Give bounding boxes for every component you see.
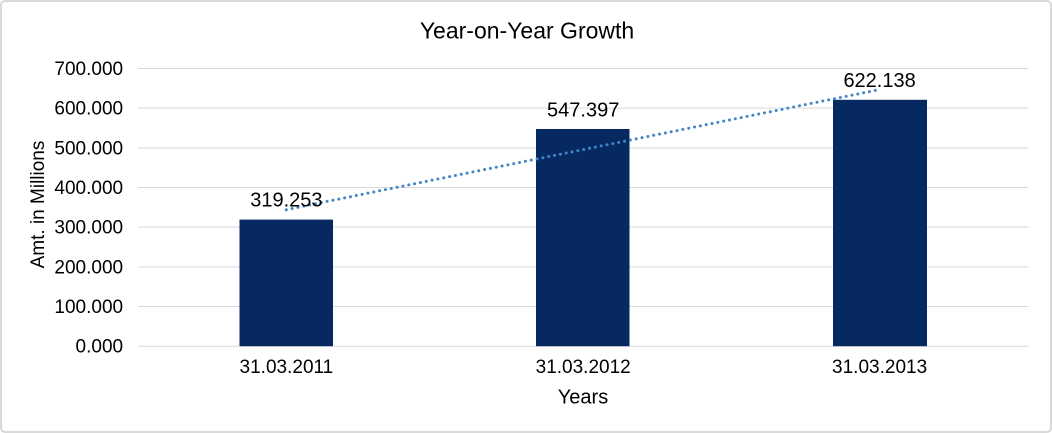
svg-text:500.000: 500.000 [54, 138, 123, 159]
svg-text:100.000: 100.000 [54, 297, 123, 318]
svg-text:Years: Years [558, 386, 608, 408]
svg-text:31.03.2011: 31.03.2011 [240, 357, 334, 378]
svg-text:200.000: 200.000 [54, 257, 123, 278]
svg-text:622.138: 622.138 [843, 70, 915, 92]
svg-text:700.000: 700.000 [54, 59, 123, 80]
svg-text:319.253: 319.253 [250, 190, 322, 212]
svg-text:Amt. in Millions: Amt. in Millions [28, 141, 49, 269]
svg-text:600.000: 600.000 [54, 99, 123, 120]
svg-text:300.000: 300.000 [54, 218, 123, 239]
svg-text:Year-on-Year Growth: Year-on-Year Growth [420, 18, 634, 44]
svg-text:400.000: 400.000 [54, 178, 123, 199]
svg-text:547.397: 547.397 [547, 100, 619, 122]
svg-text:0.000: 0.000 [76, 337, 124, 358]
svg-text:31.03.2012: 31.03.2012 [536, 357, 631, 378]
svg-text:31.03.2013: 31.03.2013 [832, 357, 927, 378]
